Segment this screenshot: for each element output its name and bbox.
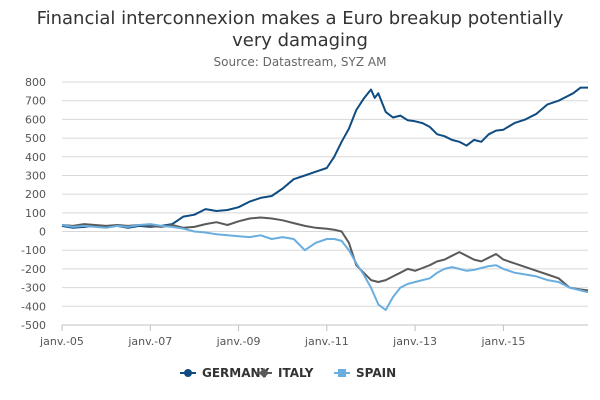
legend-marker-circle-icon bbox=[184, 369, 192, 377]
legend-item-germany[interactable]: GERMANY bbox=[180, 366, 270, 380]
legend-label-spain: SPAIN bbox=[356, 366, 396, 380]
chart-title-line-2: very damaging bbox=[232, 30, 368, 51]
y-tick-label: 500 bbox=[25, 132, 46, 145]
y-tick-label: 300 bbox=[25, 169, 46, 182]
y-tick-label: 100 bbox=[25, 207, 46, 220]
legend-label-italy: ITALY bbox=[278, 366, 314, 380]
x-tick-label: janv.-11 bbox=[304, 335, 349, 348]
y-tick-label: 400 bbox=[25, 151, 46, 164]
y-tick-label: 600 bbox=[25, 113, 46, 126]
y-tick-label: -500 bbox=[21, 319, 46, 332]
series-line-germany bbox=[61, 86, 588, 229]
y-tick-label: -300 bbox=[21, 282, 46, 295]
x-tick-label: janv.-05 bbox=[39, 335, 84, 348]
y-tick-label: -400 bbox=[21, 300, 46, 313]
y-tick-label: 700 bbox=[25, 95, 46, 108]
legend-label-germany: GERMANY bbox=[202, 366, 270, 380]
legend-marker-square-icon bbox=[338, 369, 346, 377]
series-line-italy bbox=[61, 216, 589, 292]
legend: GERMANY ITALY SPAIN bbox=[180, 366, 396, 380]
y-tick-label: 200 bbox=[25, 188, 46, 201]
y-tick-label: -200 bbox=[21, 263, 46, 276]
legend-item-italy[interactable]: ITALY bbox=[256, 366, 314, 380]
x-tick-label: janv.-15 bbox=[480, 335, 525, 348]
legend-item-spain[interactable]: SPAIN bbox=[334, 366, 396, 380]
x-tick-label: janv.-13 bbox=[392, 335, 437, 348]
grid-layer bbox=[62, 81, 588, 326]
y-tick-label: -100 bbox=[21, 244, 46, 257]
axis-layer: 800 700 600 500 400 300 200 100 0 -100 -200 -300 -40… bbox=[21, 76, 588, 348]
x-tick-label: janv.-09 bbox=[216, 335, 261, 348]
chart-title-line-1: Financial interconnexion makes a Euro br… bbox=[37, 8, 564, 29]
x-tick-label: janv.-07 bbox=[127, 335, 172, 348]
chart-subtitle: Source: Datastream, SYZ AM bbox=[214, 55, 387, 69]
legend-marker-diamond-icon bbox=[259, 368, 269, 378]
y-tick-label: 0 bbox=[39, 226, 46, 239]
series-layer bbox=[61, 86, 589, 311]
series-line-spain bbox=[61, 223, 589, 311]
y-tick-label: 800 bbox=[25, 76, 46, 89]
